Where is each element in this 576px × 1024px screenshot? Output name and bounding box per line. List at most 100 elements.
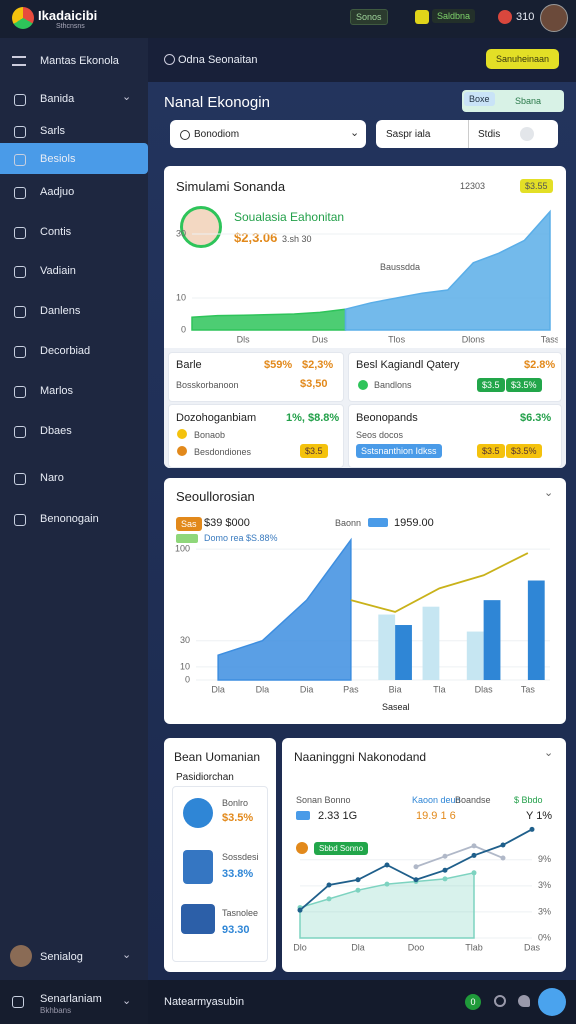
line — [350, 552, 529, 613]
tile-value: 1%, $8.8% — [286, 412, 340, 424]
chevron[interactable]: ⌄ — [122, 949, 132, 961]
footer-count[interactable]: 0 — [465, 994, 481, 1010]
nav-item[interactable]: Decorbiad — [40, 345, 91, 357]
point — [442, 876, 448, 882]
toggle-option[interactable]: Boxe — [464, 92, 495, 106]
point — [413, 877, 419, 883]
x-tick-label: Tlab — [465, 942, 483, 952]
badge: Sbbd Sonno — [314, 842, 369, 855]
area — [344, 209, 551, 331]
point — [355, 887, 361, 893]
x-axis-title: Saseal — [382, 702, 410, 712]
item-value: $3.5% — [222, 812, 254, 824]
x-tick-label: Dls — [237, 334, 250, 344]
y-tick-label: 10 — [176, 292, 186, 302]
footer-sub: Bkhbans — [40, 1006, 72, 1015]
nav-item[interactable]: Dbaes — [40, 425, 72, 437]
sidebar — [0, 38, 148, 980]
footer-icon[interactable] — [518, 995, 530, 1007]
legend-text: Domo rea $S.88% — [204, 533, 278, 543]
nav-item[interactable]: Vadiain — [40, 265, 76, 277]
item-icon — [183, 798, 213, 828]
footer-icon[interactable] — [494, 995, 506, 1007]
toggle-option[interactable]: Sbana — [515, 96, 542, 106]
bar — [395, 625, 412, 680]
profile-sub: 3.sh 30 — [282, 234, 312, 244]
profile-avatar — [180, 206, 222, 248]
logo — [12, 7, 34, 29]
legend-text: 1959.00 — [394, 517, 434, 529]
nav-item[interactable]: Danlens — [40, 305, 81, 317]
chevron[interactable]: ⌄ — [122, 995, 132, 1007]
header-button[interactable]: Sanuheinaan — [486, 49, 560, 69]
y-tick-label: 100 — [175, 543, 190, 553]
x-tick-label: Dlons — [462, 334, 486, 344]
point — [500, 842, 506, 848]
footer-title: Senarlaniam — [40, 993, 102, 1005]
action-button[interactable] — [538, 988, 566, 1016]
point — [471, 852, 477, 858]
nav-icon — [14, 514, 26, 526]
x-tick-label: Dla — [211, 684, 225, 694]
value: 2.33 1G — [318, 810, 358, 822]
tile-sub: Bandlons — [374, 380, 412, 390]
point — [384, 862, 390, 868]
area — [217, 537, 352, 681]
nav-item[interactable]: Marlos — [40, 385, 74, 397]
badge: $3.5% — [506, 444, 542, 458]
chart: 0 10 30 Dls Dus Tlos Dlons Tass — [176, 209, 558, 344]
nav-item[interactable]: Naro — [40, 472, 64, 484]
search[interactable]: Odna Seonaitan — [178, 54, 258, 66]
nav-item[interactable]: Sarls — [40, 125, 66, 137]
nav-item[interactable]: Banida — [40, 93, 75, 105]
avatar[interactable] — [540, 4, 568, 32]
annotation: Baussdda — [380, 262, 421, 272]
footer-text: Natearmyasubin — [164, 996, 245, 1008]
nav-item[interactable]: Besiols — [40, 153, 76, 165]
pill[interactable]: Sonos — [350, 9, 388, 25]
tile-title: Besl Kagiandl Qatery — [356, 359, 460, 371]
filter-select[interactable] — [170, 120, 366, 148]
chevron[interactable]: ⌄ — [544, 487, 554, 499]
nav-item[interactable]: Contis — [40, 226, 72, 238]
user-avatar[interactable] — [10, 945, 32, 967]
menu-icon[interactable] — [12, 56, 26, 66]
pill[interactable]: Saldbna — [432, 9, 476, 23]
card-title: Naaninggni Nakonodand — [294, 750, 427, 764]
label: $ Bbdo — [514, 795, 543, 805]
chevron[interactable]: ⌄ — [122, 91, 132, 103]
y-tick-label: 3% — [538, 906, 551, 916]
chevron[interactable]: ⌄ — [544, 747, 554, 759]
point — [384, 881, 390, 887]
label: Boandse — [455, 795, 491, 805]
item-icon — [181, 904, 215, 934]
badge: $3.5 — [477, 378, 505, 392]
user-name[interactable]: Senialog — [40, 951, 83, 963]
y-tick-label: 10 — [180, 661, 190, 671]
nav-item[interactable]: Aadjuo — [40, 186, 75, 198]
tile-value: $59% — [264, 359, 293, 371]
nav-item[interactable]: Benonogain — [40, 513, 99, 525]
page-title: Nanal Ekonogin — [164, 94, 270, 111]
filter-icon[interactable] — [520, 127, 534, 141]
tile-title: Beonopands — [356, 412, 418, 424]
nav-icon — [14, 426, 26, 438]
point — [500, 855, 506, 861]
card-title: Seoullorosian — [176, 489, 255, 504]
nav-icon — [14, 473, 26, 485]
card-title: Simulami Sonanda — [176, 179, 286, 194]
x-tick-label: Dlas — [475, 684, 494, 694]
value: Y 1% — [526, 810, 553, 822]
tile-value: $2,3% — [302, 359, 334, 371]
x-tick-label: Tass — [541, 334, 558, 344]
divider — [468, 120, 469, 148]
point — [326, 896, 332, 902]
x-tick-label: Dla — [256, 684, 270, 694]
notification-icon[interactable] — [498, 10, 512, 24]
nav-icon — [14, 306, 26, 318]
nakon-card — [282, 738, 566, 972]
dot — [358, 380, 368, 390]
nav-icon — [14, 386, 26, 398]
card-title: Bean Uomanian — [174, 750, 261, 764]
tile-item: Besdondiones — [194, 447, 252, 457]
